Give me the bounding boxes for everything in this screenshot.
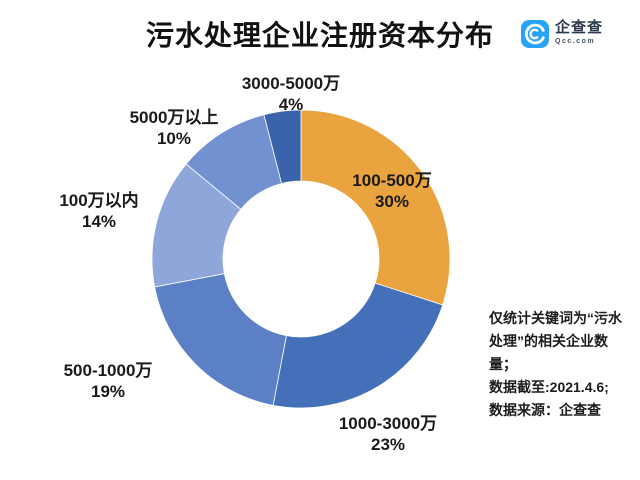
footnote: 仅统计关键词为“污水处理”的相关企业数量； 数据截至:2021.4.6; 数据来… — [489, 307, 623, 422]
slice-label-500-1000-text: 500-1000万 — [63, 361, 153, 380]
qcc-swirl-icon — [524, 23, 545, 45]
slice-label-100-500-pct: 30% — [374, 192, 410, 211]
donut-slice-5 — [263, 109, 302, 184]
donut-slice-2 — [154, 273, 287, 406]
qcc-logo-domain: Qcc.com — [555, 38, 596, 45]
footnote-line-scope: 仅统计关键词为“污水处理”的相关企业数量； — [489, 310, 622, 372]
footnote-line-source: 数据来源：企查查 — [489, 402, 601, 418]
slice-label-1000-3000-text: 1000-3000万 — [338, 414, 438, 433]
slice-label-5000-above: 5000万以上 10% — [130, 107, 219, 149]
donut-chart — [151, 109, 451, 409]
slice-label-3000-5000: 3000-5000万 4% — [242, 73, 340, 115]
chart-title: 污水处理企业注册资本分布 — [145, 20, 494, 51]
slice-label-100-500-text: 100-500万 — [352, 171, 432, 190]
slice-label-1000-3000: 1000-3000万 23% — [339, 413, 437, 455]
qcc-logo-name: 企查查 — [555, 19, 604, 36]
slice-label-100-below-text: 100万以内 — [59, 191, 139, 210]
slice-label-1000-3000-pct: 23% — [370, 435, 406, 454]
qcc-logo: 企查查 Qcc.com — [521, 20, 603, 48]
slice-label-100-below-pct: 14% — [81, 212, 117, 231]
slice-label-3000-5000-pct: 4% — [278, 95, 304, 114]
footnote-line-date: 数据截至:2021.4.6; — [489, 379, 609, 395]
slice-label-3000-5000-text: 3000-5000万 — [241, 74, 341, 93]
donut-slice-0 — [300, 109, 451, 306]
slice-label-500-1000-pct: 19% — [90, 382, 126, 401]
donut-slice-1 — [272, 282, 444, 409]
slice-label-500-1000: 500-1000万 19% — [64, 360, 153, 402]
slice-label-5000-above-pct: 10% — [156, 129, 192, 148]
qcc-logo-texts: 企查查 Qcc.com — [555, 19, 604, 46]
slice-label-100-below: 100万以内 14% — [59, 190, 138, 232]
slice-label-5000-above-text: 5000万以上 — [129, 108, 219, 127]
qcc-logo-icon — [521, 20, 549, 48]
slice-label-100-500: 100-500万 30% — [352, 170, 431, 212]
donut-chart-area — [151, 109, 451, 409]
